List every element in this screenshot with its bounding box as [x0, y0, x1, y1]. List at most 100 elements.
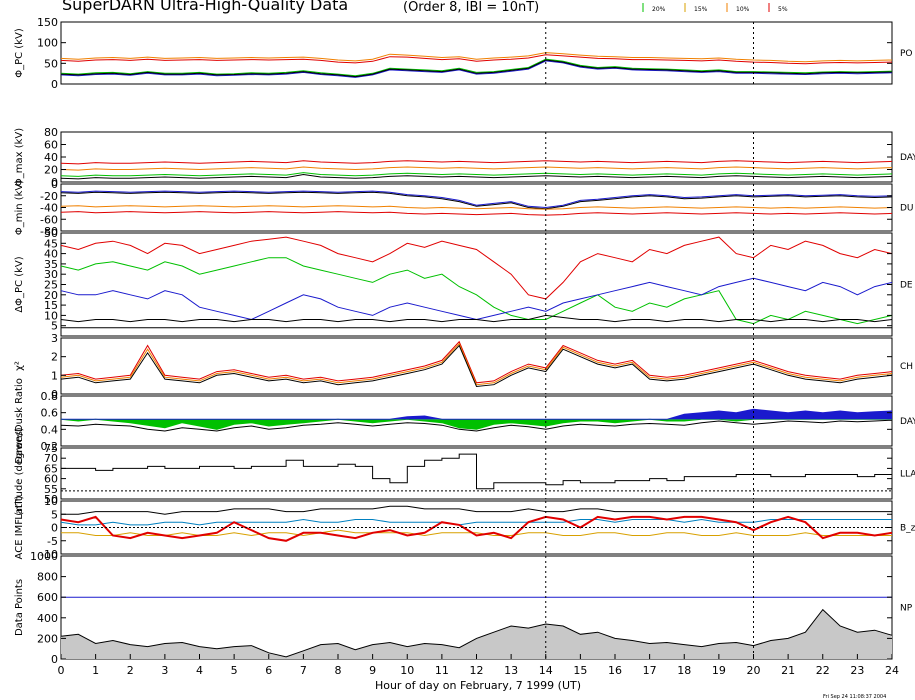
y-tick-label: 200 — [37, 632, 58, 645]
right-label: DU — [900, 204, 914, 214]
y-tick-label: 30 — [44, 268, 58, 281]
right-label: LLA — [900, 470, 915, 480]
y-tick-label: 100 — [37, 37, 58, 50]
series-line-0 — [60, 608, 893, 658]
y-tick-label: 60 — [44, 473, 58, 486]
right-label: NP — [900, 604, 913, 614]
y-axis-label: Φ_PC (kV) — [14, 28, 25, 78]
header: SuperDARN Ultra-High-Quality Data (Order… — [62, 0, 886, 700]
right-label: PO / PO — [900, 49, 915, 59]
y-axis-label: ACE IMF (nT) — [14, 495, 25, 559]
x-tick-label: 17 — [643, 664, 657, 677]
y-tick-label: 20 — [44, 164, 58, 177]
series-line-0 — [60, 236, 893, 300]
y-tick-label: 1 — [51, 369, 58, 382]
legend-label: 20% — [652, 6, 666, 13]
y-tick-label: 70 — [44, 452, 58, 465]
x-tick-label: 2 — [127, 664, 134, 677]
x-tick-label: 16 — [608, 664, 622, 677]
series-fill-2 — [61, 409, 892, 420]
y-tick-label: -5 — [47, 535, 58, 548]
y-tick-label: 0.2 — [41, 440, 59, 453]
legend-label: 10% — [736, 6, 750, 13]
y-tick-label: 25 — [44, 279, 58, 292]
y-tick-label: 400 — [37, 612, 58, 625]
right-label: B_z B_y B_x IBI — [900, 524, 915, 534]
y-tick-label: 65 — [44, 462, 58, 475]
y-tick-label: 75 — [44, 442, 58, 455]
series-line-3 — [60, 515, 893, 542]
x-tick-label: 13 — [504, 664, 518, 677]
y-axis-label: Φ_min (kV) — [14, 180, 25, 235]
x-tick-label: 20 — [747, 664, 761, 677]
series-line-0 — [60, 160, 893, 165]
y-tick-label: 3 — [51, 332, 58, 345]
x-axis-label: Hour of day on February, 7 1999 (UT) — [375, 679, 581, 692]
y-tick-label: 40 — [44, 248, 58, 261]
series-fill-1 — [61, 419, 892, 430]
x-tick-label: 10 — [400, 664, 414, 677]
y-tick-label: 1000 — [30, 550, 58, 563]
y-tick-label: 5 — [51, 508, 58, 521]
y-tick-label: 45 — [44, 237, 58, 250]
series-line-0 — [60, 52, 893, 63]
x-tick-label: 19 — [712, 664, 726, 677]
y-tick-label: 50 — [44, 493, 58, 506]
y-tick-label: 50 — [44, 227, 58, 240]
x-tick-label: 21 — [781, 664, 795, 677]
series-line-0 — [60, 340, 893, 384]
right-label: DAY — [900, 153, 915, 163]
series-line-1 — [60, 342, 893, 386]
y-tick-label: -60 — [40, 213, 58, 226]
y-tick-label: 0 — [51, 178, 58, 191]
right-label: CH — [900, 362, 913, 372]
y-tick-label: 0.4 — [41, 423, 59, 436]
x-tick-label: 1 — [92, 664, 99, 677]
x-tick-label: 12 — [470, 664, 484, 677]
series-line-2 — [60, 58, 893, 77]
y-tick-label: 20 — [44, 289, 58, 302]
timestamp: Fri Sep 24 11:08:37 2004 — [823, 694, 886, 700]
y-tick-label: -20 — [40, 190, 58, 203]
y-axis-label: ΔΦ_PC (kV) — [14, 256, 25, 312]
y-tick-label: 50 — [44, 57, 58, 70]
series-line-2 — [60, 205, 893, 210]
y-tick-label: 0.6 — [41, 407, 59, 420]
series-line-2 — [61, 408, 893, 420]
series-fill-0 — [61, 609, 892, 659]
y-tick-label: 60 — [44, 139, 58, 152]
series-line-3 — [60, 211, 893, 216]
x-tick-label: 11 — [435, 664, 449, 677]
x-tick-label: 7 — [300, 664, 307, 677]
y-tick-label: 0 — [51, 78, 58, 91]
y-tick-label: -80 — [40, 225, 58, 238]
y-tick-label: 150 — [37, 16, 58, 29]
x-tick-label: 3 — [161, 664, 168, 677]
y-axis-label: Latitude (degrees) — [14, 427, 25, 519]
x-tick-label: 4 — [196, 664, 203, 677]
x-tick-label: 6 — [265, 664, 272, 677]
legend: 20% 15% 10% 5% — [642, 3, 788, 13]
x-tick-label: 5 — [231, 664, 238, 677]
panel-phi_pc: 0 50 100 150 Φ_PC (kV) PO / PO — [14, 16, 915, 91]
x-tick-label: 8 — [335, 664, 342, 677]
series-line-0 — [61, 453, 892, 490]
y-tick-label: 5 — [51, 320, 58, 333]
right-label: DE — [900, 281, 913, 291]
y-tick-label: 600 — [37, 591, 58, 604]
panel-chi2: 0 1 2 3 χ² CH — [14, 332, 913, 401]
y-tick-label: 800 — [37, 571, 58, 584]
x-tick-label: 14 — [539, 664, 553, 677]
legend-label: 15% — [694, 6, 708, 13]
y-tick-label: -40 — [40, 202, 58, 215]
y-tick-label: 0 — [51, 653, 58, 666]
series-line-0 — [60, 191, 893, 210]
x-tick-label: 23 — [850, 664, 864, 677]
series-line-0 — [60, 419, 893, 432]
y-tick-label: 80 — [44, 126, 58, 139]
